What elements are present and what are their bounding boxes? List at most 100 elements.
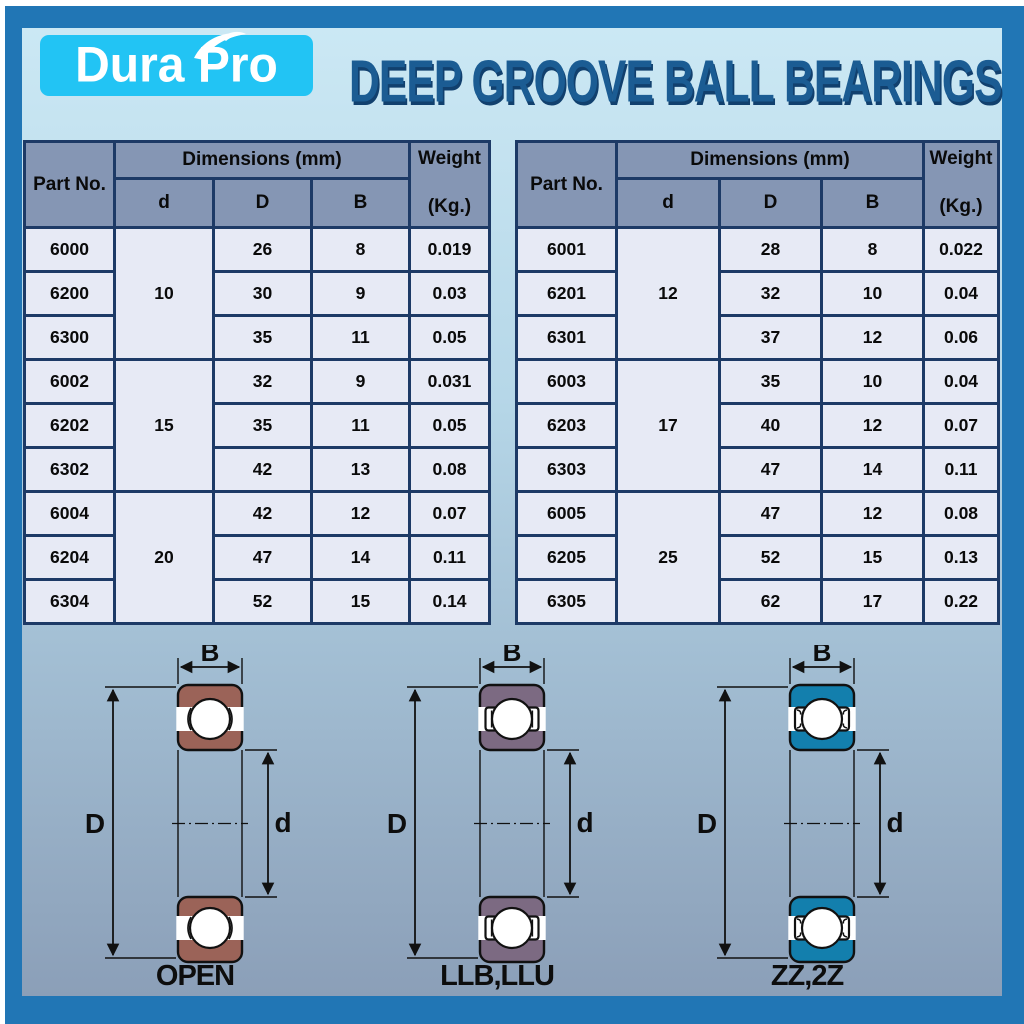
cell-outer-D: 32 (212, 358, 313, 405)
cell-part-no: 6301 (515, 314, 618, 361)
table-row: 6005 25 47 12 0.08 (515, 490, 1000, 625)
cell-part-no: 6001 (515, 226, 618, 273)
header-dimensions: Dimensions (mm) (113, 139, 411, 181)
weight-label: Weight (929, 148, 993, 169)
cell-weight: 0.08 (922, 490, 1000, 537)
b-dim-label: B (813, 645, 832, 667)
table-row: 6300 35 11 0.05 (23, 314, 491, 361)
cell-bore-d: 25 (615, 490, 721, 625)
cell-part-no: 6004 (23, 490, 116, 537)
cell-weight: 0.022 (922, 226, 1000, 273)
cell-part-no: 6303 (515, 446, 618, 493)
cell-outer-D: 47 (718, 446, 823, 493)
header-weight: Weight (Kg.) (922, 140, 1000, 229)
diagram-caption-shielded: ZZ,2Z (770, 960, 844, 992)
cell-weight: 0.07 (922, 402, 1000, 449)
cell-weight: 0.04 (922, 358, 1000, 405)
cell-width-B: 12 (310, 490, 411, 537)
diagram-caption-sealed: LLB,LLU (440, 960, 555, 992)
cell-part-no: 6204 (23, 534, 116, 581)
header-B: B (310, 177, 411, 229)
cell-weight: 0.07 (408, 490, 491, 537)
cell-bore-d: 20 (113, 490, 215, 625)
cell-outer-D: 26 (212, 226, 313, 273)
table-row: 6205 52 15 0.13 (515, 534, 1000, 581)
cell-outer-D: 35 (718, 358, 823, 405)
weight-unit-label: (Kg.) (427, 196, 472, 217)
cell-width-B: 15 (820, 534, 925, 581)
diagram-caption-open: OPEN (155, 960, 235, 992)
header-d: d (113, 177, 215, 229)
brand-logo: Dura Pro (40, 31, 313, 96)
cell-outer-D: 47 (718, 490, 823, 537)
header-weight: Weight (Kg.) (408, 140, 491, 229)
cell-width-B: 15 (310, 578, 411, 625)
table-row: 6003 17 35 10 0.04 (515, 358, 1000, 493)
cell-weight: 0.13 (922, 534, 1000, 581)
cell-width-B: 13 (310, 446, 411, 493)
cell-bore-d: 17 (615, 358, 721, 493)
outer-diameter-label: D (697, 808, 717, 839)
cell-width-B: 11 (310, 402, 411, 449)
bore-diameter-label: d (576, 807, 593, 838)
cell-outer-D: 35 (212, 402, 313, 449)
cell-weight: 0.11 (922, 446, 1000, 493)
brand-name: Dura Pro (75, 37, 278, 94)
page-edge-top (0, 0, 1024, 6)
bore-diameter-dimension: d (857, 749, 904, 898)
cell-part-no: 6205 (515, 534, 618, 581)
cell-width-B: 9 (310, 270, 411, 317)
cell-part-no: 6200 (23, 270, 116, 317)
table-row: 6305 62 17 0.22 (515, 578, 1000, 625)
outer-diameter-label: D (85, 808, 105, 839)
rubber-seal-right (529, 706, 540, 732)
cell-width-B: 17 (820, 578, 925, 625)
metal-shield-left (793, 706, 805, 732)
cell-part-no: 6002 (23, 358, 116, 405)
bearing-spec-table-right: Part No. Dimensions (mm) Weight (Kg.) d D B 600… (515, 139, 1000, 625)
cell-outer-D: 52 (718, 534, 823, 581)
outer-diameter-dimension: D (697, 686, 788, 959)
cell-outer-D: 47 (212, 534, 313, 581)
cell-weight: 0.04 (922, 270, 1000, 317)
cell-width-B: 12 (820, 314, 925, 361)
cell-part-no: 6201 (515, 270, 618, 317)
cell-outer-D: 37 (718, 314, 823, 361)
header-part-no: Part No. (515, 140, 618, 229)
table-row: 6202 35 11 0.05 (23, 402, 491, 449)
cell-bore-d: 15 (113, 358, 215, 493)
cell-part-no: 6202 (23, 402, 116, 449)
cell-weight: 0.22 (922, 578, 1000, 625)
table-row: 6302 42 13 0.08 (23, 446, 491, 493)
table-row: 6000 10 26 8 0.019 (23, 226, 491, 361)
header-D: D (718, 177, 823, 229)
weight-label: Weight (418, 148, 481, 169)
cell-width-B: 10 (820, 358, 925, 405)
cell-width-B: 14 (310, 534, 411, 581)
outer-diameter-dimension: D (85, 686, 176, 959)
cell-part-no: 6304 (23, 578, 116, 625)
bearing-cross-section (788, 683, 856, 752)
leaf-swoosh-icon (194, 31, 246, 60)
b-dimension: B (789, 645, 855, 684)
cell-width-B: 11 (310, 314, 411, 361)
ball (800, 697, 844, 741)
cell-outer-D: 35 (212, 314, 313, 361)
table-row: 6303 47 14 0.11 (515, 446, 1000, 493)
table-row: 6204 47 14 0.11 (23, 534, 491, 581)
cell-weight: 0.11 (408, 534, 491, 581)
metal-shield-right (839, 706, 851, 732)
cell-part-no: 6305 (515, 578, 618, 625)
b-dimension: B (177, 645, 243, 684)
cell-weight: 0.019 (408, 226, 491, 273)
cell-width-B: 12 (820, 490, 925, 537)
bearing-spec-table-left: Part No. Dimensions (mm) Weight (Kg.) d D B 600… (23, 139, 491, 625)
cell-part-no: 6003 (515, 358, 618, 405)
page-title: DEEP GROOVE BALL BEARINGS (349, 48, 1002, 115)
cell-bore-d: 10 (113, 226, 215, 361)
cell-outer-D: 42 (212, 446, 313, 493)
cell-bore-d: 12 (615, 226, 721, 361)
ball (188, 697, 232, 741)
bearing-diagram-shielded: B D d (697, 645, 904, 964)
